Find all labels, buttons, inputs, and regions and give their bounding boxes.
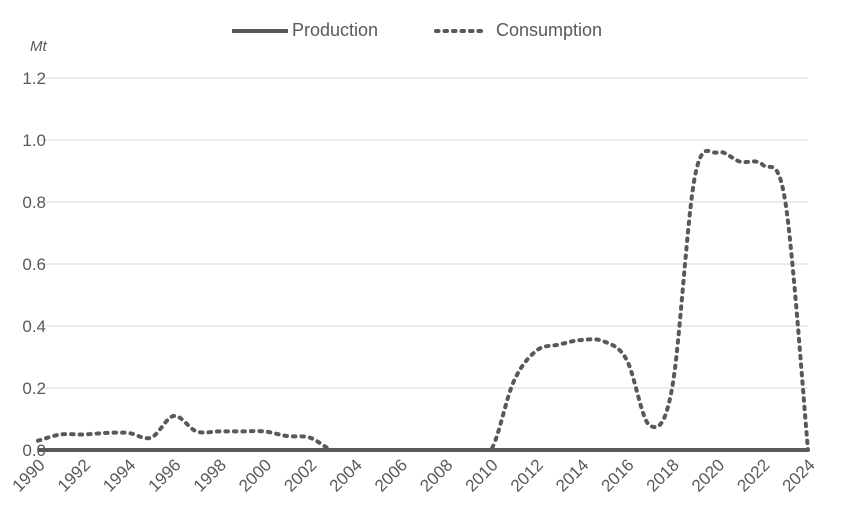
x-tick-label: 2014 <box>552 455 592 495</box>
y-tick-label: 0.8 <box>22 193 46 212</box>
x-tick-label: 2004 <box>326 455 366 495</box>
x-tick-label: 1998 <box>190 455 230 495</box>
x-tick-label: 2016 <box>597 455 637 495</box>
y-tick-label: 0.4 <box>22 317 46 336</box>
x-tick-label: 2010 <box>462 455 502 495</box>
x-tick-label: 2002 <box>280 455 320 495</box>
x-tick-label: 2022 <box>733 455 773 495</box>
y-tick-label: 0.0 <box>22 441 46 460</box>
x-tick-label: 1994 <box>99 455 139 495</box>
x-tick-label: 2006 <box>371 455 411 495</box>
x-tick-label: 1990 <box>9 455 49 495</box>
series-lines <box>36 148 810 453</box>
x-tick-label: 2000 <box>235 455 275 495</box>
x-tick-label: 2020 <box>688 455 728 495</box>
x-axis-ticks: 1990 1992 1994 1996 1998 2000 2002 2004 2006 2008… <box>9 455 819 495</box>
gridlines <box>38 77 808 451</box>
y-tick-label: 0.2 <box>22 379 46 398</box>
x-tick-label: 1996 <box>145 455 185 495</box>
y-axis-unit-label: Mt <box>30 38 47 55</box>
y-axis-ticks: 0.0 0.2 0.4 0.6 0.8 1.0 1.2 <box>22 69 46 460</box>
x-tick-label: 2018 <box>643 455 683 495</box>
legend: Production Consumption <box>232 20 602 40</box>
y-tick-label: 0.6 <box>22 255 46 274</box>
series-line-consumption <box>36 148 810 453</box>
legend-label-production: Production <box>292 20 378 40</box>
x-tick-label: 1992 <box>54 455 94 495</box>
x-tick-label: 2008 <box>416 455 456 495</box>
y-tick-label: 1.0 <box>22 131 46 150</box>
y-tick-label: 1.2 <box>22 69 46 88</box>
legend-label-consumption: Consumption <box>496 20 602 40</box>
x-tick-label: 2012 <box>507 455 547 495</box>
x-tick-label: 2024 <box>779 455 819 495</box>
